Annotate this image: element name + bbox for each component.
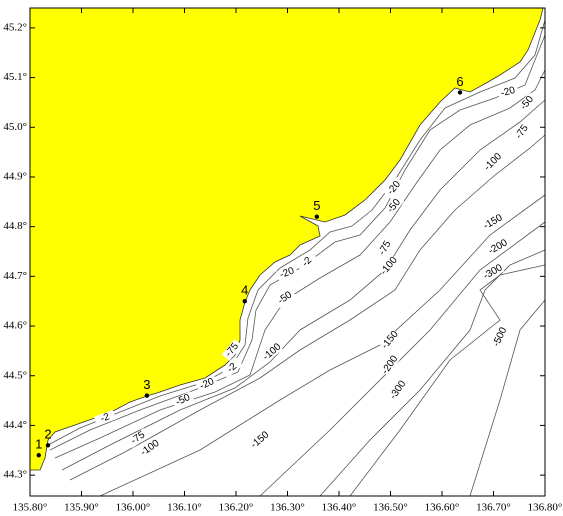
contour-label-bg	[261, 341, 283, 363]
x-tick-label: 136.00°	[116, 502, 151, 514]
x-tick-label: 135.80°	[13, 502, 48, 514]
isobath	[99, 194, 546, 497]
y-tick-label: 44.5°	[3, 369, 27, 381]
station	[36, 453, 41, 458]
station-label: 2	[44, 427, 51, 442]
x-tick-label: 136.50°	[373, 502, 408, 514]
contour-label-bg	[383, 195, 405, 217]
contour-label-bg	[482, 151, 504, 173]
station-label: 3	[143, 377, 150, 392]
contour-label-bg	[275, 264, 299, 282]
contour-label-bg	[138, 438, 162, 458]
x-tick-label: 136.80°	[528, 502, 563, 514]
y-tick-label: 44.4°	[3, 419, 27, 431]
y-tick-label: 44.8°	[3, 220, 27, 232]
y-tick-label: 44.6°	[3, 320, 27, 332]
contour-label-bg	[481, 212, 505, 232]
contour-label-bg	[249, 429, 271, 451]
contour-label-bg	[171, 391, 195, 409]
station-label: 5	[313, 198, 320, 213]
contour-label-bg	[380, 353, 400, 377]
contour-label-bg	[195, 375, 219, 393]
contour-label-bg	[273, 288, 297, 308]
y-tick-label: 44.3°	[3, 469, 27, 481]
contour-label-bg	[486, 237, 510, 257]
y-tick-label: 45.2°	[3, 21, 27, 33]
x-tick-label: 136.40°	[322, 502, 357, 514]
isobath	[69, 134, 546, 481]
station-label: 1	[35, 437, 42, 452]
contour-label-bg	[516, 92, 538, 114]
contour-label-bg	[126, 428, 150, 448]
contour-label-bg	[378, 255, 400, 277]
x-tick-label: 135.90°	[64, 502, 99, 514]
contour-label-bg	[512, 120, 532, 144]
station	[457, 90, 463, 95]
contour-label-bg	[221, 357, 243, 379]
y-tick-label: 45.0°	[3, 121, 27, 133]
station	[242, 298, 247, 304]
contour-label-bg	[388, 378, 408, 402]
contour-label: -20	[278, 265, 296, 280]
contour-label: -20	[500, 85, 517, 99]
station	[45, 443, 51, 448]
isobath	[319, 249, 546, 497]
contour-label: -2	[99, 411, 112, 425]
contour-label-bg	[93, 409, 117, 427]
station-label: 4	[241, 283, 248, 298]
contour-label-bg	[375, 236, 395, 260]
station	[314, 214, 320, 219]
x-tick-label: 136.20°	[219, 502, 254, 514]
y-tick-label: 44.7°	[3, 270, 27, 282]
isobath	[47, 19, 546, 446]
station-label: 6	[456, 74, 463, 89]
isobath	[469, 299, 546, 497]
x-tick-label: 136.60°	[425, 502, 460, 514]
contour-label-bg	[379, 329, 401, 351]
y-tick-label: 45.1°	[3, 71, 27, 83]
station	[144, 393, 150, 398]
isobath	[349, 264, 546, 497]
contour-label-bg	[296, 251, 318, 273]
isobath	[259, 221, 546, 497]
contour-label-bg	[221, 339, 243, 361]
x-tick-label: 136.30°	[270, 502, 305, 514]
y-tick-label: 44.9°	[3, 170, 27, 182]
x-tick-label: 136.10°	[167, 502, 202, 514]
contour-label-bg	[491, 325, 509, 349]
isobath	[61, 99, 546, 471]
x-tick-label: 136.70°	[476, 502, 511, 514]
contour-label-bg	[383, 177, 405, 199]
contour-label-bg	[497, 84, 519, 100]
contour-label-bg	[481, 262, 505, 282]
isobaths	[47, 19, 546, 497]
